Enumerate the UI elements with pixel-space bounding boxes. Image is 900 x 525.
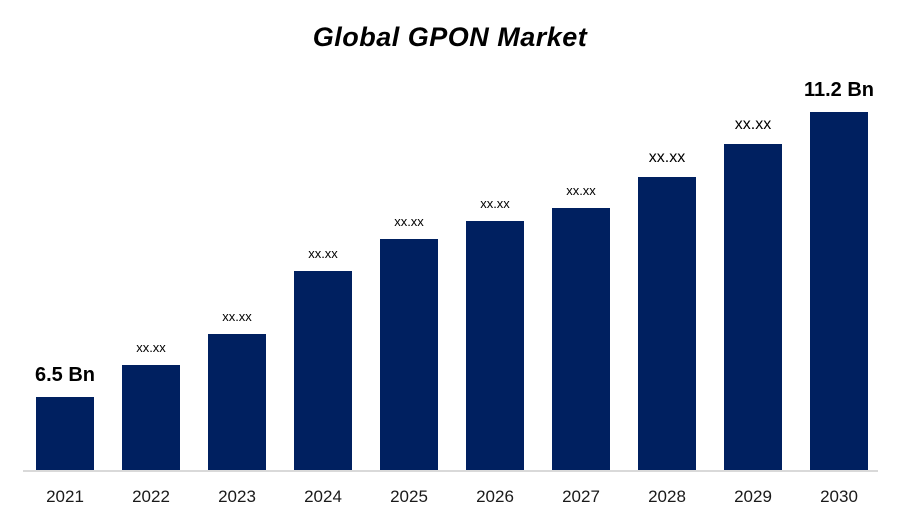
chart-title: Global GPON Market <box>312 22 588 52</box>
bar-2025 <box>380 239 438 470</box>
bar-value-label-2030: 11.2 Bn <box>803 79 875 101</box>
bar-2022 <box>122 365 180 470</box>
bar-2030 <box>810 112 868 470</box>
bar-value-label-2025: xx.xx <box>394 214 424 229</box>
x-axis-line <box>23 470 878 472</box>
x-tick-label-2028: 2028 <box>648 487 686 506</box>
bar-value-label-2024: xx.xx <box>308 246 338 261</box>
bar-2023 <box>208 334 266 470</box>
bar-value-label-2022: xx.xx <box>136 340 166 355</box>
bar-value-label-2028: xx.xx <box>648 149 686 166</box>
bar-2027 <box>552 208 610 470</box>
bar-value-label-2027: xx.xx <box>566 183 596 198</box>
x-tick-label-2022: 2022 <box>132 487 170 506</box>
bar-value-label-2029: xx.xx <box>734 116 772 133</box>
bar-value-label-2021: 6.5 Bn <box>34 364 96 386</box>
bar-2021 <box>36 397 94 470</box>
x-tick-label-2026: 2026 <box>476 487 514 506</box>
bar-2029 <box>724 144 782 470</box>
bar-value-label-2026: xx.xx <box>480 196 510 211</box>
x-tick-label-2029: 2029 <box>734 487 772 506</box>
x-tick-label-2025: 2025 <box>390 487 428 506</box>
x-tick-label-2021: 2021 <box>46 487 84 506</box>
bar-2026 <box>466 221 524 470</box>
x-tick-label-2024: 2024 <box>304 487 342 506</box>
bar-2028 <box>638 177 696 470</box>
x-tick-label-2030: 2030 <box>820 487 858 506</box>
x-tick-label-2023: 2023 <box>218 487 256 506</box>
x-tick-label-2027: 2027 <box>562 487 600 506</box>
bar-value-label-2023: xx.xx <box>222 309 252 324</box>
bar-2024 <box>294 271 352 470</box>
